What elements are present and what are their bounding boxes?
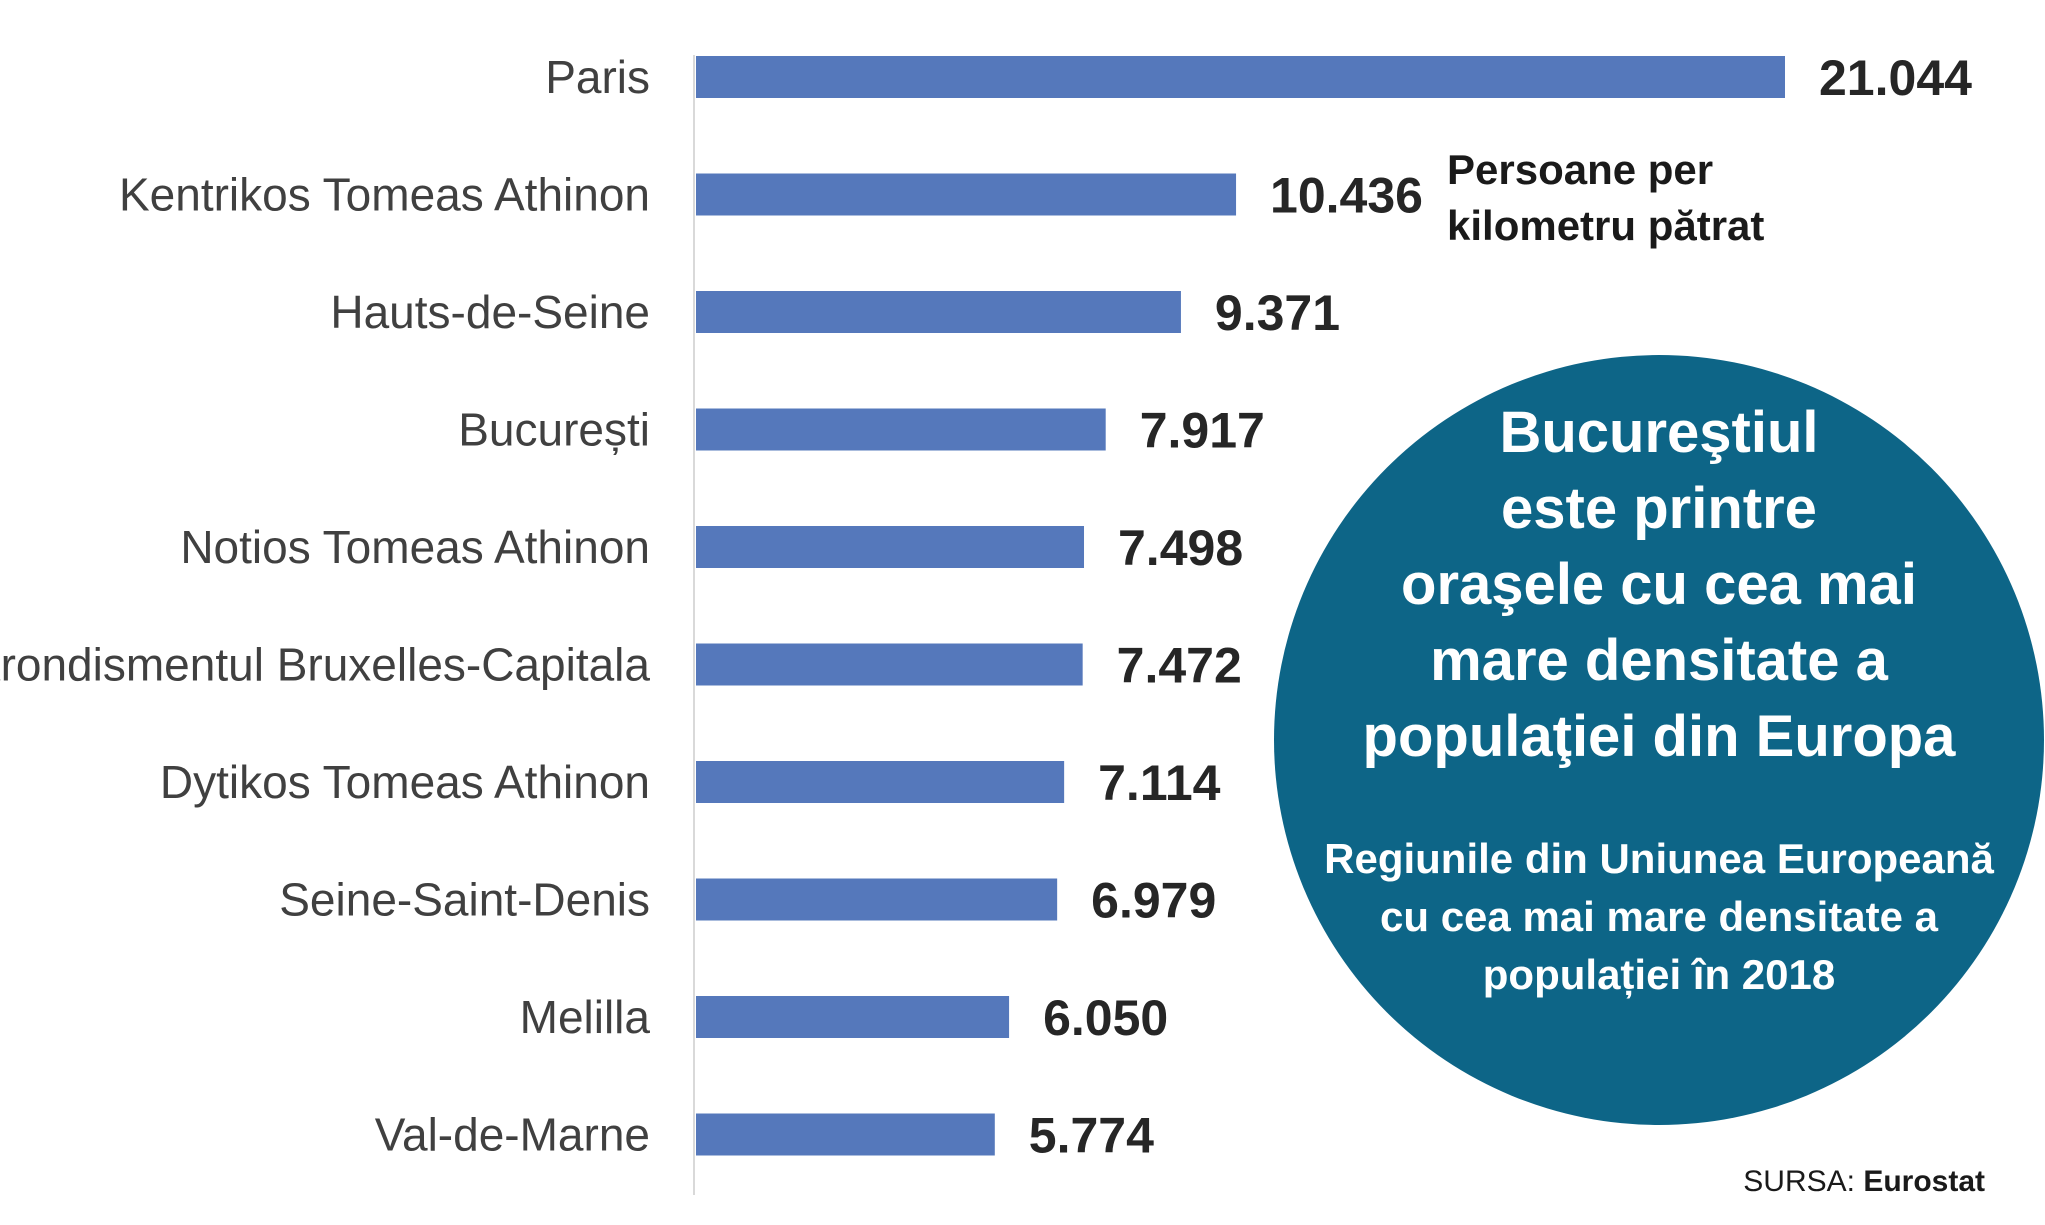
callout-circle: Bucureştiul este printre oraşele cu cea … [1274,355,2044,1125]
bar [696,761,1065,803]
category-label: Paris [545,51,650,103]
category-label: Val-de-Marne [375,1109,650,1161]
bar [696,408,1106,451]
value-label: 5.774 [1029,1108,1154,1164]
unit-label: Persoane per kilometru pătrat [1447,142,1807,254]
callout-subtitle: Regiunile din Uniunea Europeană cu cea m… [1324,835,1994,998]
category-label: Dytikos Tomeas Athinon [160,756,650,808]
value-label: 9.371 [1215,285,1340,341]
callout-title: Bucureştiul este printre oraşele cu cea … [1362,400,1956,769]
bar [696,878,1058,921]
bar [696,291,1181,333]
bar [696,996,1010,1038]
bar [696,526,1085,568]
source-note: SURSA: Eurostat [1743,1165,1985,1199]
category-label: Seine-Saint-Denis [279,874,650,926]
bar [696,1113,995,1156]
value-label: 7.917 [1140,403,1265,459]
source-name: Eurostat [1863,1165,1985,1198]
bar [696,173,1237,216]
category-label: București [458,404,650,456]
value-label: 10.436 [1270,168,1423,224]
value-label: 7.114 [1098,755,1221,811]
unit-label-line2: kilometru pătrat [1447,202,1765,249]
unit-label-line1: Persoane per [1447,146,1714,193]
value-label: 7.498 [1118,520,1243,576]
value-label: 7.472 [1117,638,1242,694]
category-label: Arondismentul Bruxelles-Capitala [0,639,650,691]
category-label: Kentrikos Tomeas Athinon [119,169,650,221]
value-label: 6.050 [1043,990,1168,1046]
value-label: 6.979 [1091,873,1216,929]
category-label: Notios Tomeas Athinon [180,521,650,573]
bar [696,56,1785,98]
category-label: Melilla [520,991,651,1043]
value-label: 21.044 [1819,50,1972,106]
source-prefix: SURSA: [1743,1165,1855,1198]
category-label: Hauts-de-Seine [330,286,650,338]
bar [696,643,1083,686]
